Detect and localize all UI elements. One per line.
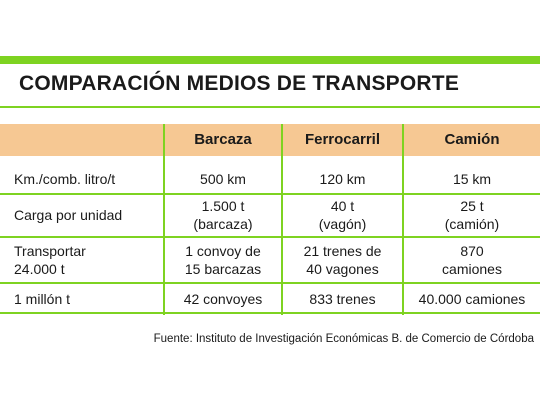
table-bottom-rule	[0, 312, 540, 314]
spacer-cell	[281, 156, 402, 165]
title-divider	[0, 106, 540, 108]
spacer-cell	[402, 156, 540, 165]
page-title: COMPARACIÓN MEDIOS DE TRANSPORTE	[19, 72, 460, 95]
cell-camion: 870 camiones	[402, 237, 540, 283]
cell-ferrocarril: 40 t (vagón)	[281, 193, 402, 237]
source-note: Fuente: Instituto de Investigación Econó…	[153, 333, 534, 345]
cell-camion: 15 km	[402, 165, 540, 193]
top-accent-bar	[0, 56, 540, 64]
cell-ferrocarril: 120 km	[281, 165, 402, 193]
row-divider	[0, 282, 540, 284]
row-label: 1 millón t	[14, 291, 71, 307]
comparison-table: Barcaza Ferrocarril Camión Km./comb. lit…	[0, 124, 540, 315]
row-label: Carga por unidad	[14, 207, 123, 223]
table-spacer-row	[0, 156, 540, 165]
header-cell-ferrocarril: Ferrocarril	[281, 124, 402, 156]
row-divider	[0, 236, 540, 238]
table-row: Transportar 24.000 t 1 convoy de 15 barcaz…	[0, 237, 540, 283]
header-band	[0, 124, 540, 156]
table-header-row: Barcaza Ferrocarril Camión	[0, 124, 540, 156]
cell-ferrocarril: 833 trenes	[281, 283, 402, 315]
cell-barcaza: 500 km	[163, 165, 281, 193]
row-label: Transportar 24.000 t	[14, 243, 86, 277]
row-divider	[0, 193, 540, 195]
cell-camion: 40.000 camiones	[402, 283, 540, 315]
table-row: Km./comb. litro/t 500 km 120 km 15 km	[0, 165, 540, 193]
spacer-cell	[0, 156, 163, 165]
table-row: Carga por unidad 1.500 t (barcaza) 40 t (v…	[0, 193, 540, 237]
cell-camion: 25 t (camión)	[402, 193, 540, 237]
table-row: 1 millón t 42 convoyes 833 trenes 40.000…	[0, 283, 540, 315]
header-cell-camion: Camión	[402, 124, 540, 156]
header-cell-empty	[0, 124, 163, 156]
cell-ferrocarril: 21 trenes de 40 vagones	[281, 237, 402, 283]
cell-barcaza: 1 convoy de 15 barcazas	[163, 237, 281, 283]
cell-barcaza: 42 convoyes	[163, 283, 281, 315]
cell-barcaza: 1.500 t (barcaza)	[163, 193, 281, 237]
header-cell-barcaza: Barcaza	[163, 124, 281, 156]
spacer-cell	[163, 156, 281, 165]
row-label: Km./comb. litro/t	[14, 171, 116, 187]
